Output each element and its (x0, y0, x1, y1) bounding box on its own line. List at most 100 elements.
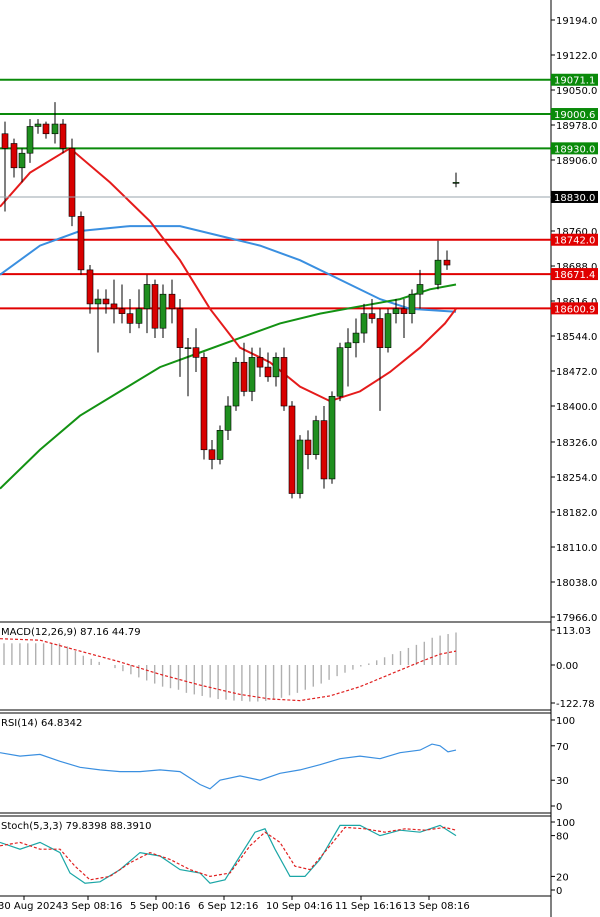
time-label-1: 3 Sep 08:16 (62, 901, 122, 912)
macd-panel: MACD(12,26,9) 87.16 44.79 113.03 0.00 -122… (0, 626, 595, 710)
candle-body-20 (168, 293, 176, 310)
price-axis: 19194.0 19122.0 19050.0 18978.0 18906.0 18760… (551, 16, 597, 624)
time-label-3: 6 Sep 12:16 (198, 901, 258, 912)
candle-body-25 (208, 449, 216, 460)
level-tag-0 (551, 73, 598, 86)
macd-tick-label-0: 113.03 (556, 626, 591, 637)
candle-body-52 (434, 259, 442, 285)
price-tick-label-2: 19050.0 (556, 86, 597, 97)
price-tick-label-11: 18326.0 (556, 438, 597, 449)
stoch-k-line (0, 824, 457, 884)
candle-body-45 (368, 313, 376, 319)
current-price-tag (551, 190, 598, 203)
level-tag-1 (551, 108, 598, 121)
stoch-tick-label-0: 100 (556, 818, 575, 829)
candle-body-27 (224, 405, 232, 431)
ma-red-line (0, 147, 457, 403)
price-tick-label-8: 18544.0 (556, 332, 597, 343)
stoch-label: Stoch(5,3,3) 79.8398 88.3910 (1, 821, 152, 832)
macd-signal-line (0, 638, 457, 702)
candle-body-35 (288, 405, 296, 494)
rsi-panel: RSI(14) 64.8342 100 70 30 0 (0, 716, 575, 813)
candle-body-32 (264, 366, 272, 378)
candle-body-34 (280, 357, 288, 407)
price-tick-label-5: 18760.0 (556, 227, 597, 238)
candle-body-9 (77, 216, 85, 271)
candle-body-44 (360, 313, 368, 334)
price-tick-label-1: 19122.0 (556, 51, 597, 62)
macd-tick-label-2: -122.78 (556, 699, 595, 710)
macd-label: MACD(12,26,9) 87.16 44.79 (1, 627, 141, 638)
candle-body-24 (200, 357, 208, 451)
time-label-4: 10 Sep 04:16 (266, 901, 333, 912)
candle-body-29 (240, 361, 248, 392)
candle-body-48 (392, 308, 400, 314)
candle-body-12 (102, 298, 110, 305)
current-price: 18830.0 (0, 190, 598, 204)
candle-body-30 (248, 357, 256, 392)
candle-body-8 (68, 148, 76, 217)
level-tag-5 (551, 302, 598, 315)
ma-green-line (0, 283, 457, 490)
candle-body-42 (344, 342, 352, 348)
candle-body-40 (328, 395, 336, 480)
candle-body-31 (256, 357, 264, 368)
candle-body-13 (110, 303, 118, 310)
time-label-6: 13 Sep 08:16 (403, 901, 470, 912)
time-axis: 30 Aug 2024 3 Sep 08:16 5 Sep 00:16 6 Sep 1… (0, 896, 470, 912)
candle-body-49 (400, 308, 408, 314)
level-tag-label-4: 18671.4 (554, 270, 595, 281)
time-label-0: 30 Aug 2024 (0, 901, 62, 912)
level-tag-2 (551, 142, 598, 155)
candle-body-28 (232, 361, 240, 407)
rsi-tick-label-1: 70 (556, 742, 569, 753)
rsi-tick-label-2: 30 (556, 776, 569, 787)
time-label-5: 11 Sep 16:16 (335, 901, 402, 912)
candle-body-4 (34, 123, 42, 127)
candle-body-18 (151, 284, 159, 329)
stoch-d-line (0, 826, 457, 881)
candle-body-19 (159, 293, 167, 329)
price-tick-label-6: 18688.0 (556, 262, 597, 273)
price-tick-label-15: 18038.0 (556, 578, 597, 589)
candle-body-38 (312, 420, 320, 455)
candle-body-17 (143, 284, 151, 310)
candle-body-26 (216, 430, 224, 460)
candle-body-43 (352, 332, 360, 344)
level-tag-label-1: 19000.6 (554, 110, 595, 121)
candle-body-11 (94, 298, 102, 305)
candle-body-2 (18, 152, 26, 169)
rsi-tick-label-3: 0 (556, 802, 562, 813)
candle-body-10 (86, 269, 94, 305)
price-tick-label-13: 18182.0 (556, 508, 597, 519)
level-tag-label-3: 18742.0 (554, 236, 595, 247)
level-tag-label-0: 19071.1 (554, 76, 595, 87)
macd-tick-label-1: 0.00 (556, 661, 578, 672)
level-tag-label-2: 18930.0 (554, 144, 595, 155)
candle-body-51 (416, 284, 424, 295)
price-tick-label-14: 18110.0 (556, 543, 597, 554)
price-tick-label-16: 17966.0 (556, 613, 597, 624)
candle-body-47 (384, 313, 392, 348)
candle-body-6 (51, 123, 59, 135)
stoch-tick-label-1: 80 (556, 832, 569, 843)
candle-body-15 (126, 313, 134, 324)
stoch-tick-label-3: 0 (556, 886, 562, 897)
candle-body-22 (184, 347, 192, 349)
candle-body-46 (376, 318, 384, 348)
price-tick-label-4: 18906.0 (556, 156, 597, 167)
level-tag-4 (551, 268, 598, 281)
candle-body-37 (304, 439, 312, 455)
rsi-tick-label-0: 100 (556, 716, 575, 727)
candle-body-33 (272, 357, 280, 378)
price-tick-label-9: 18472.0 (556, 367, 597, 378)
candles (1, 102, 460, 499)
current-price-label: 18830.0 (554, 193, 595, 204)
candle-body-5 (42, 123, 50, 135)
rsi-line (0, 743, 457, 790)
candle-body-53 (443, 259, 451, 266)
price-tick-label-10: 18400.0 (556, 402, 597, 413)
level-tag-3 (551, 233, 598, 246)
candle-body-1 (10, 143, 18, 169)
